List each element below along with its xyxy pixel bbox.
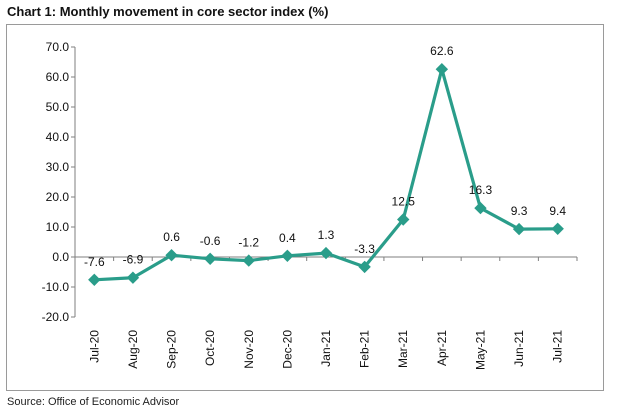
data-label: -6.9 [123,253,144,267]
data-point-marker [88,273,101,287]
data-label: -7.6 [84,255,105,269]
data-label: 1.3 [318,228,335,242]
x-tick-label: Feb-21 [358,330,372,368]
data-point-marker [165,248,178,262]
x-tick-label: Apr-21 [435,330,449,366]
y-tick-label: 0.0 [52,250,69,264]
x-tick-label: Aug-20 [126,330,140,369]
y-tick-label: -20.0 [42,310,70,324]
data-point-marker [126,271,140,284]
source-note: Source: Office of Economic Advisor [7,396,180,408]
data-label: -3.3 [354,242,375,256]
x-tick-label: Jun-21 [512,330,526,367]
data-point-marker [397,213,410,226]
data-label: -0.6 [200,234,221,248]
x-tick-label: Sep-20 [165,330,179,369]
x-tick-label: May-21 [473,330,487,370]
y-tick-label: 50.0 [46,100,70,114]
y-tick-label: 30.0 [46,160,70,174]
data-label: -1.2 [238,236,259,250]
data-label: 0.4 [279,231,296,245]
data-point-marker [242,254,255,267]
data-label: 12.5 [392,195,416,209]
data-point-marker [512,222,526,236]
data-label: 16.3 [469,183,493,197]
data-label: 0.6 [163,230,180,244]
y-tick-label: 20.0 [46,190,70,204]
data-point-marker [551,222,564,236]
data-label: 62.6 [430,44,454,58]
data-label: 9.3 [511,204,528,218]
y-tick-label: -10.0 [42,280,70,294]
data-point-marker [358,260,371,274]
y-tick-label: 60.0 [46,70,70,84]
x-tick-label: Jul-21 [551,330,565,363]
data-point-marker [203,252,217,266]
data-point-marker [435,62,449,76]
y-tick-label: 70.0 [46,40,70,54]
y-tick-label: 40.0 [46,130,70,144]
data-label: 9.4 [549,204,566,218]
x-tick-label: Nov-20 [242,330,256,369]
x-tick-label: Dec-20 [280,330,294,369]
data-point-marker [281,249,294,263]
data-point-marker [474,201,487,215]
x-tick-label: Jan-21 [319,330,333,367]
y-tick-label: 10.0 [46,220,70,234]
x-tick-label: Mar-21 [396,330,410,368]
x-tick-label: Oct-20 [203,330,217,366]
chart-title: Chart 1: Monthly movement in core sector… [7,4,329,19]
data-point-marker [319,246,333,260]
chart-frame [6,24,604,391]
x-tick-label: Jul-20 [87,330,101,363]
